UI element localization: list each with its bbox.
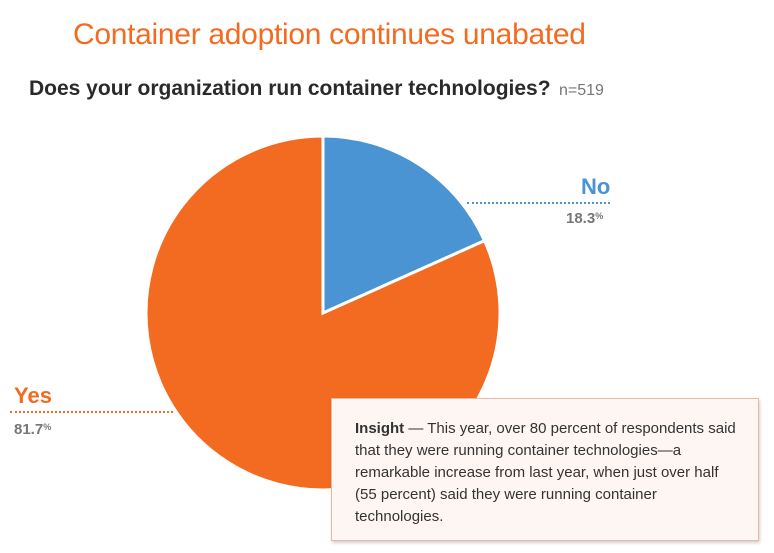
page-headline: Container adoption continues unabated bbox=[73, 18, 586, 51]
slice-value-yes: 81.7 bbox=[14, 421, 44, 438]
slice-percent-yes: 81.7% bbox=[14, 421, 51, 438]
pie-slice-no bbox=[321, 134, 487, 316]
insight-box: Insight — This year, over 80 percent of … bbox=[331, 398, 759, 541]
insight-text: — This year, over 80 percent of responde… bbox=[355, 420, 736, 525]
chart-question: Does your organization run container tec… bbox=[29, 77, 551, 100]
sample-size: n=519 bbox=[559, 82, 604, 99]
slice-label-no: No bbox=[581, 174, 611, 199]
chart-question-row: Does your organization run container tec… bbox=[29, 77, 604, 101]
slice-label-yes: Yes bbox=[14, 383, 52, 408]
leader-line-no bbox=[467, 202, 610, 204]
leader-line-yes bbox=[10, 411, 173, 413]
slice-unit-no: % bbox=[595, 211, 604, 221]
slice-percent-no: 18.3% bbox=[566, 210, 603, 227]
slice-unit-yes: % bbox=[43, 422, 52, 432]
slice-value-no: 18.3 bbox=[566, 210, 596, 227]
insight-label: Insight bbox=[355, 420, 405, 437]
